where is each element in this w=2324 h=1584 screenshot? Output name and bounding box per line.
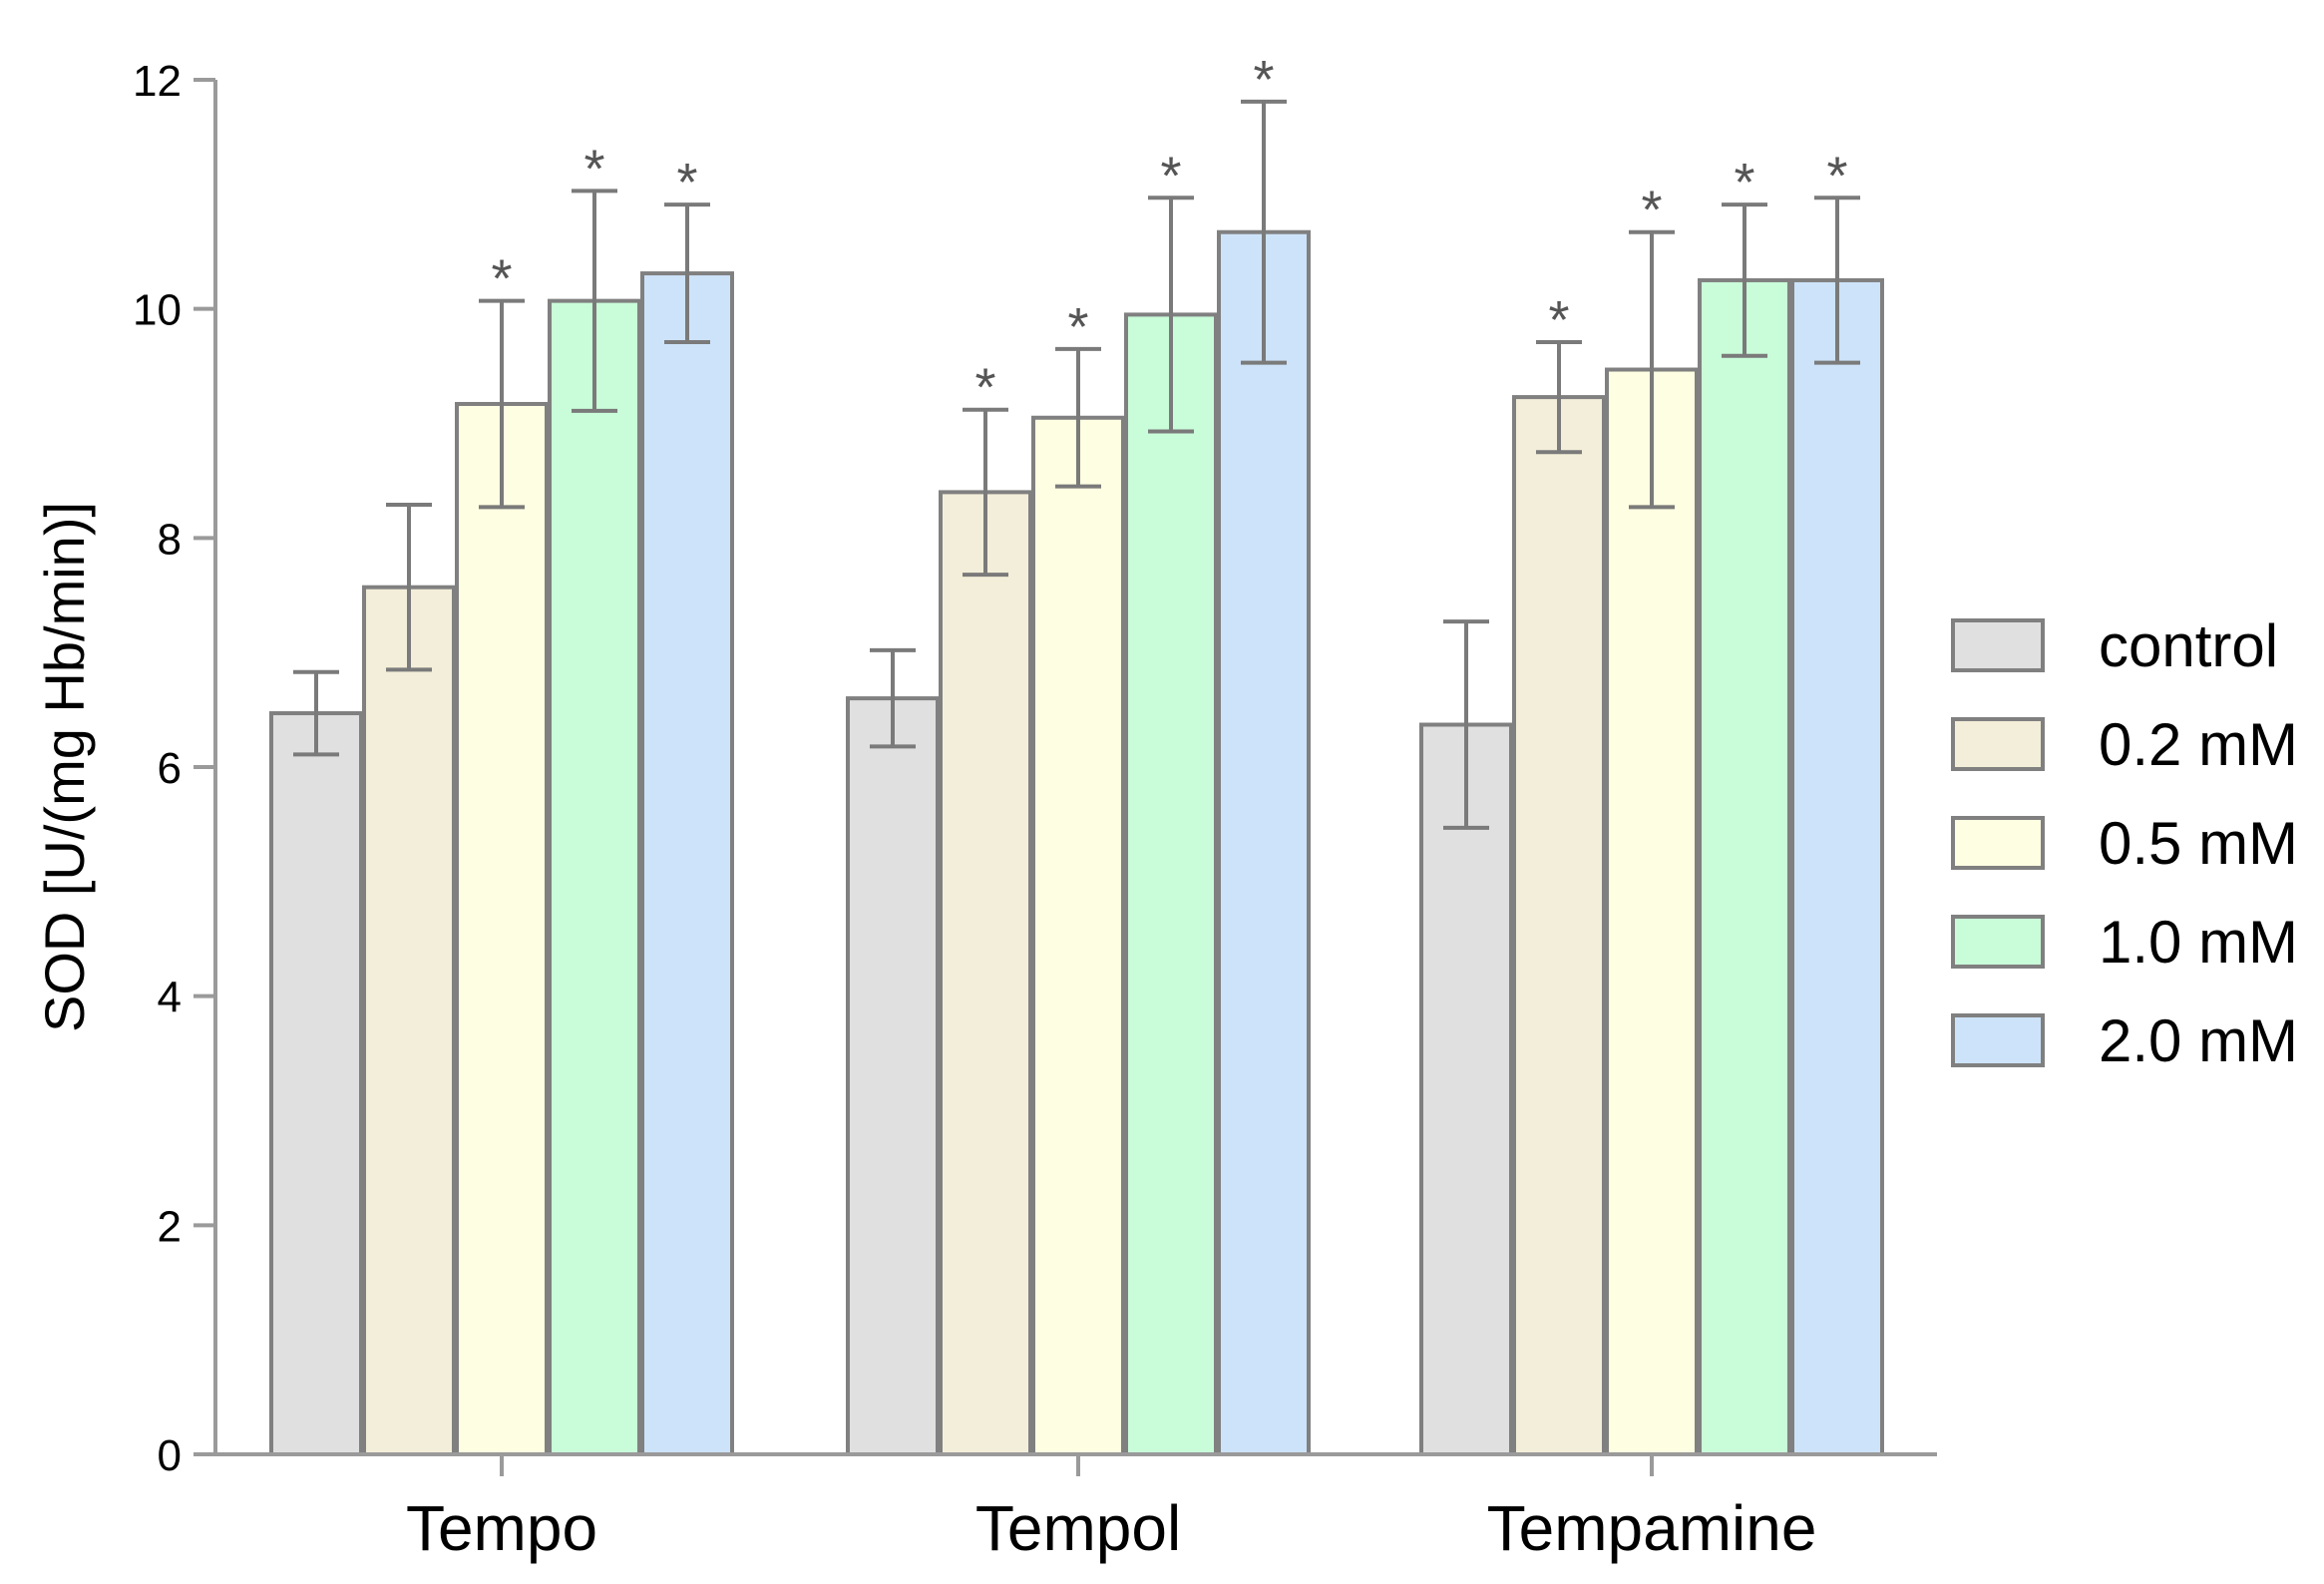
legend: control 0.2 mM 0.5 mM 1.0 mM 2.0 mM [1951, 612, 2298, 1074]
legend-swatch [1951, 618, 2045, 672]
legend-label: control [2099, 612, 2278, 679]
y-tick-label: 2 [158, 1202, 182, 1251]
significance-star: * [676, 153, 697, 212]
legend-label: 1.0 mM [2099, 909, 2298, 976]
bar-tempo-0 [269, 711, 363, 1456]
x-labels-layer: Tempo Tempol Tempamine [406, 1454, 1816, 1564]
legend-label: 0.5 mM [2099, 810, 2298, 877]
legend-swatch [1951, 816, 2045, 870]
significance-star: * [1548, 290, 1569, 350]
y-tick-label: 4 [158, 974, 182, 1022]
significance-star: * [1253, 50, 1274, 110]
x-tick-label: Tempo [406, 1492, 597, 1564]
legend-swatch [1951, 717, 2045, 771]
significance-star: * [1641, 181, 1662, 240]
legend-swatch [1951, 1013, 2045, 1067]
legend-label: 2.0 mM [2099, 1007, 2298, 1074]
bar-tempamine-4 [1790, 277, 1884, 1456]
significance-star: * [974, 358, 995, 418]
bar-tempo-3 [548, 298, 641, 1457]
bar-tempamine-3 [1698, 277, 1791, 1456]
significance-star: * [1160, 146, 1181, 205]
y-tick-label: 10 [133, 286, 182, 335]
y-ticks-layer: 0 2 4 6 8 10 12 [133, 57, 215, 1480]
error-bars-layer [293, 99, 1860, 830]
y-tick-label: 6 [158, 744, 182, 793]
bar-tempo-4 [640, 271, 734, 1456]
legend-swatch [1951, 915, 2045, 969]
y-tick-label: 0 [158, 1431, 182, 1480]
significance-star: * [491, 249, 512, 309]
significance-layer: * * * * * * * * * * * [491, 50, 1847, 418]
significance-star: * [1826, 146, 1847, 205]
bar-tempol-1 [939, 490, 1032, 1456]
bar-tempo-1 [362, 585, 456, 1456]
y-tick-label: 8 [158, 515, 182, 564]
legend-label: 0.2 mM [2099, 711, 2298, 778]
bar-tempo-2 [455, 401, 549, 1456]
bar-tempol-0 [846, 696, 940, 1456]
bar-tempamine-0 [1419, 722, 1513, 1456]
x-tick-label: Tempamine [1487, 1492, 1817, 1564]
y-tick-label: 12 [133, 57, 182, 106]
bar-tempamine-2 [1605, 367, 1699, 1456]
significance-star: * [1067, 297, 1088, 357]
bar-tempol-4 [1217, 229, 1311, 1456]
y-axis-label: SOD [U/(mg Hb/min)] [33, 502, 96, 1032]
significance-star: * [1734, 153, 1754, 212]
bar-tempol-3 [1124, 312, 1218, 1456]
bar-tempol-2 [1031, 415, 1125, 1457]
bar-tempamine-1 [1512, 395, 1606, 1456]
x-tick-label: Tempol [975, 1492, 1181, 1564]
significance-star: * [583, 139, 604, 198]
